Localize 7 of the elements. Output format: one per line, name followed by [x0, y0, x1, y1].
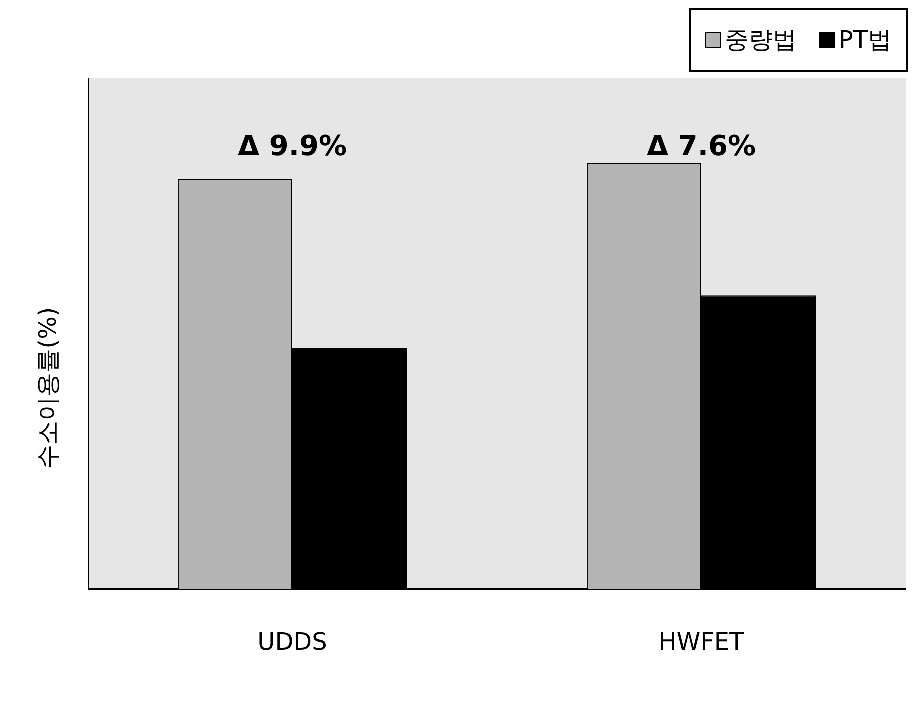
y-axis-title: 수소이용률(%)	[33, 307, 63, 469]
x-tick-label: HWFET	[658, 628, 745, 656]
text: Δ 9.9%	[238, 129, 348, 162]
legend-label: PT법	[838, 25, 892, 56]
text: Δ 7.6%	[646, 129, 756, 162]
x-tick-label: UDDS	[258, 628, 328, 656]
legend-label: 중량법	[724, 25, 797, 56]
